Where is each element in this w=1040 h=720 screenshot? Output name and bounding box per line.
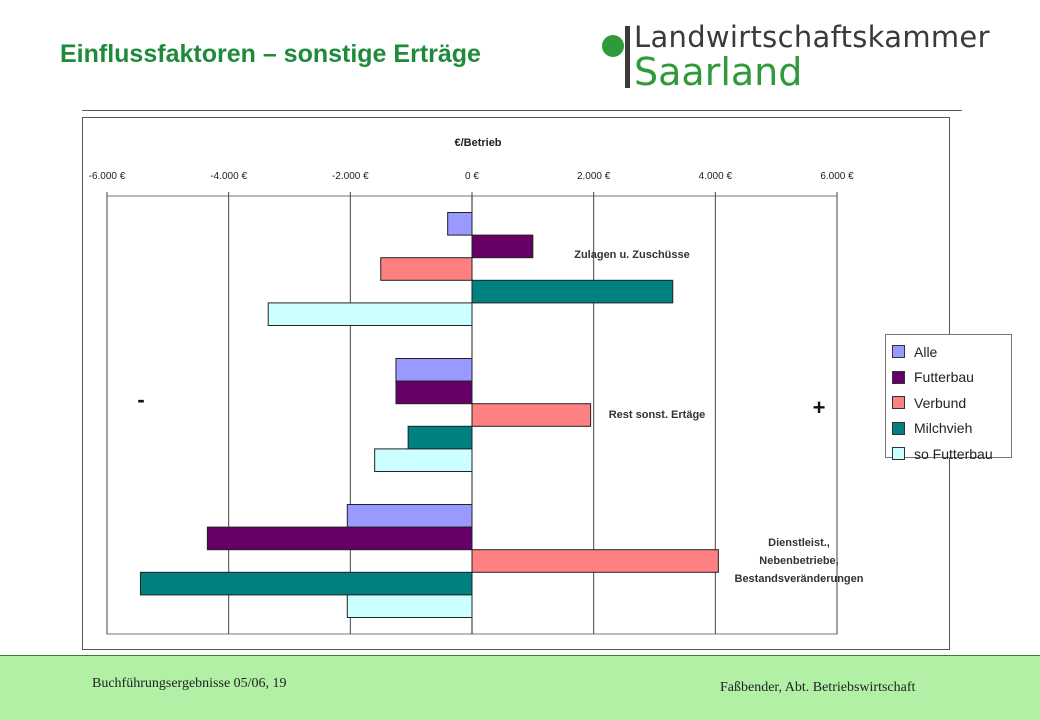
logo-mark-icon	[602, 26, 630, 88]
bar-milchvieh	[407, 425, 473, 450]
legend-item: Alle	[886, 339, 1011, 365]
bar-verbund	[471, 549, 719, 573]
category-label: Bestandsveränderungen	[735, 573, 864, 585]
bar-so-futterbau	[267, 302, 473, 326]
legend-swatch	[892, 345, 905, 359]
category-label: Rest sonst. Ertäge	[609, 409, 706, 421]
x-tick-label: 6.000 €	[820, 171, 854, 182]
legend-swatch	[892, 370, 905, 384]
x-tick-label: -6.000 €	[89, 171, 126, 182]
bar-alle	[447, 212, 473, 236]
slide-title: Einflussfaktoren – sonstige Erträge	[60, 40, 481, 68]
logo-text-line2: Saarland	[634, 50, 803, 94]
legend-label: Milchvieh	[914, 420, 973, 437]
x-axis-title: €/Betrieb	[454, 137, 501, 149]
bar-milchvieh	[139, 571, 473, 596]
bar-milchvieh	[471, 279, 674, 304]
legend-swatch	[892, 396, 905, 410]
bar-verbund	[471, 403, 592, 427]
chart-frame: -6.000 € -4.000 € -2.000 €0 €2.000 €4.000 …	[82, 117, 950, 650]
bar-chart: -6.000 € -4.000 € -2.000 €0 €2.000 €4.000 …	[89, 137, 864, 635]
footer: Buchführungsergebnisse 05/06, 19 Faßbend…	[0, 655, 1040, 720]
x-tick-label: 4.000 €	[699, 171, 733, 182]
legend-label: Alle	[914, 343, 938, 360]
bar-futterbau	[206, 526, 473, 551]
bar-so-futterbau	[346, 594, 473, 618]
legend-swatch	[892, 421, 905, 435]
bar-so-futterbau	[374, 448, 473, 472]
bar-futterbau	[395, 380, 473, 405]
logo: Landwirtschaftskammer Saarland	[596, 16, 989, 96]
bar-futterbau	[471, 234, 534, 259]
category-label: Zulagen u. Zuschüsse	[574, 249, 690, 261]
bar-alle	[395, 358, 473, 382]
legend-label: so Futterbau	[914, 445, 993, 462]
minus-annotation: -	[137, 387, 144, 412]
x-tick-label: -4.000 €	[210, 171, 247, 182]
x-tick-label: 0 €	[465, 171, 479, 182]
chart-legend: Alle Futterbau Verbund Milchvieh so Futterba…	[885, 334, 1012, 462]
category-label: Dienstleist.,	[768, 537, 830, 549]
footer-right-text: Faßbender, Abt. Betriebswirtschaft	[720, 680, 916, 695]
footer-left-text: Buchführungsergebnisse 05/06, 19	[92, 676, 287, 691]
plus-annotation: +	[813, 395, 826, 420]
category-label: Nebenbetriebe,	[759, 555, 838, 567]
legend-swatch	[892, 447, 905, 461]
logo-text-line1: Landwirtschaftskammer	[634, 20, 990, 54]
legend-item: Milchvieh	[886, 416, 1011, 442]
legend-label: Verbund	[914, 394, 967, 411]
legend-item: Verbund	[886, 390, 1011, 416]
x-tick-label: -2.000 €	[332, 171, 369, 182]
legend-label: Futterbau	[914, 369, 974, 386]
bar-verbund	[380, 257, 473, 281]
title-divider	[82, 110, 962, 111]
bar-alle	[346, 504, 473, 528]
legend-item: Futterbau	[886, 365, 1011, 391]
legend-item: so Futterbau	[886, 441, 1011, 467]
x-tick-label: 2.000 €	[577, 171, 611, 182]
